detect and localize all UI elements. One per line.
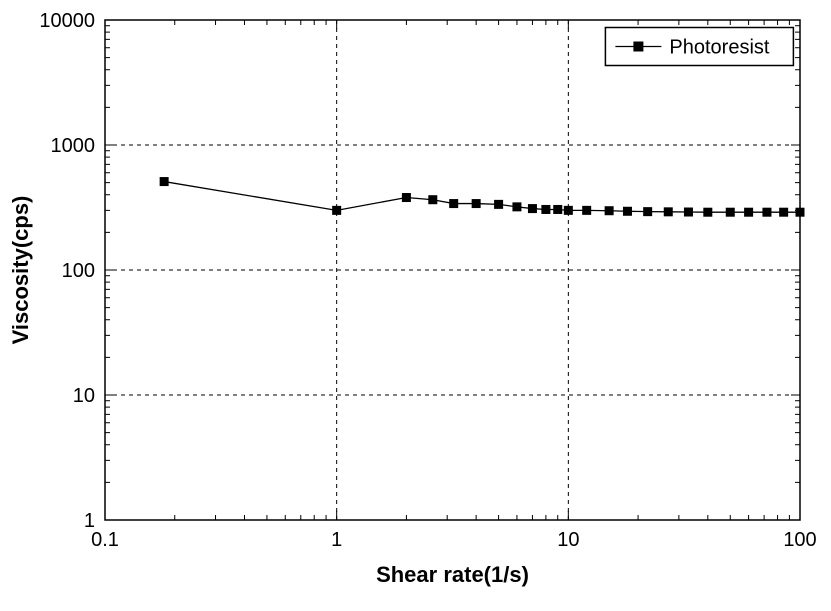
legend-sample-marker: [633, 42, 643, 52]
series-marker: [160, 177, 169, 186]
series-marker: [332, 206, 341, 215]
series-marker: [528, 204, 537, 213]
series-marker: [762, 208, 771, 217]
xtick-label: 100: [783, 529, 816, 551]
series-marker: [664, 207, 673, 216]
xtick-label: 10: [557, 529, 579, 551]
ytick-label: 100: [62, 260, 95, 282]
ytick-label: 10: [73, 385, 95, 407]
series-marker: [796, 208, 805, 217]
series-marker: [402, 193, 411, 202]
xtick-label: 0.1: [91, 529, 119, 551]
legend-label: Photoresist: [669, 37, 769, 59]
ytick-label: 1: [84, 510, 95, 532]
chart-svg: 0.1110100110100100010000Shear rate(1/s)V…: [0, 0, 831, 611]
legend: Photoresist: [605, 28, 793, 66]
series-marker: [553, 205, 562, 214]
series-marker: [726, 208, 735, 217]
viscosity-chart: 0.1110100110100100010000Shear rate(1/s)V…: [0, 0, 831, 611]
series-marker: [744, 208, 753, 217]
xtick-label: 1: [331, 529, 342, 551]
series-marker: [449, 199, 458, 208]
ytick-label: 1000: [51, 135, 96, 157]
series-marker: [623, 207, 632, 216]
x-axis-label: Shear rate(1/s): [376, 562, 529, 587]
series-marker: [512, 202, 521, 211]
y-axis-label: Viscosity(cps): [8, 196, 33, 345]
series-marker: [582, 206, 591, 215]
series-marker: [541, 205, 550, 214]
series-marker: [684, 208, 693, 217]
series-marker: [428, 195, 437, 204]
series-marker: [564, 206, 573, 215]
series-marker: [779, 208, 788, 217]
series-marker: [494, 200, 503, 209]
series-marker: [643, 207, 652, 216]
ytick-label: 10000: [39, 10, 95, 32]
series-marker: [703, 208, 712, 217]
series-marker: [605, 206, 614, 215]
series-marker: [472, 199, 481, 208]
